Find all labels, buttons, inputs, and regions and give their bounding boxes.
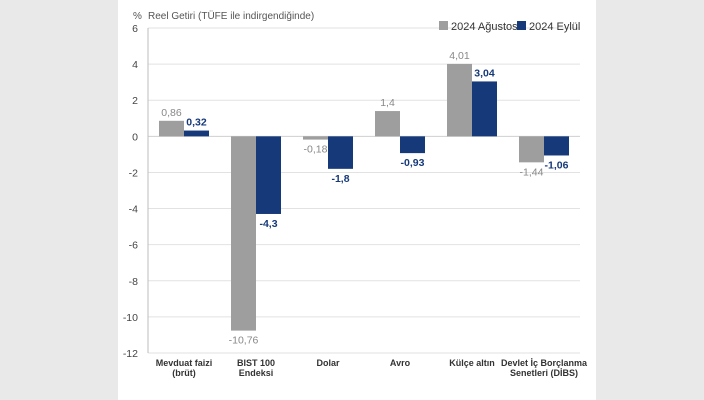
y-axis-label: Reel Getiri (TÜFE ile indirgendiğinde) bbox=[148, 10, 314, 22]
data-label: -1,06 bbox=[545, 159, 569, 171]
y-axis-unit: % bbox=[133, 11, 142, 22]
y-tick-label: -2 bbox=[129, 167, 138, 179]
category-label: Senetleri (DİBS) bbox=[510, 368, 578, 378]
y-tick-label: -12 bbox=[123, 348, 138, 360]
legend: 2024 Ağustos 2024 Eylül bbox=[439, 21, 580, 33]
legend-swatch bbox=[517, 21, 526, 30]
bar bbox=[375, 111, 400, 137]
bar bbox=[400, 136, 425, 154]
y-tick-label: -10 bbox=[123, 312, 138, 324]
data-label: 1,4 bbox=[380, 97, 395, 109]
data-label: -0,93 bbox=[401, 157, 425, 169]
bar bbox=[159, 120, 184, 137]
bar bbox=[447, 63, 472, 137]
category-label: Külçe altın bbox=[449, 358, 495, 368]
bar bbox=[472, 81, 497, 137]
data-label: -1,8 bbox=[331, 173, 349, 185]
data-label: 0,86 bbox=[161, 107, 182, 119]
data-label: -10,76 bbox=[229, 335, 259, 347]
data-label: -1,44 bbox=[520, 166, 544, 178]
bar bbox=[231, 136, 256, 331]
bar bbox=[328, 136, 353, 169]
bar bbox=[303, 136, 328, 140]
y-tick-label: -8 bbox=[129, 276, 138, 288]
y-tick-label: 6 bbox=[132, 23, 138, 35]
y-axis-ticks: 6 4 2 0 -2 -4 -6 -8 -10 -12 bbox=[123, 23, 138, 360]
data-label: 0,32 bbox=[186, 117, 207, 129]
y-tick-label: -4 bbox=[129, 204, 138, 216]
category-label: BIST 100 bbox=[237, 358, 275, 368]
legend-label: 2024 Eylül bbox=[529, 21, 580, 33]
data-label: -4,3 bbox=[259, 218, 277, 230]
y-tick-label: 4 bbox=[132, 59, 138, 71]
category-label: Avro bbox=[390, 358, 411, 368]
data-label: -0,18 bbox=[304, 144, 328, 156]
y-tick-label: -6 bbox=[129, 240, 138, 252]
category-label: Devlet İç Borçlanma bbox=[501, 358, 588, 368]
data-label: 4,01 bbox=[449, 50, 470, 62]
gridlines bbox=[147, 27, 580, 354]
chart-panel bbox=[118, 0, 596, 400]
category-label: (brüt) bbox=[172, 368, 196, 378]
category-label: Mevduat faizi bbox=[156, 358, 213, 368]
y-tick-label: 0 bbox=[132, 131, 138, 143]
legend-swatch bbox=[439, 21, 448, 30]
bar bbox=[544, 136, 569, 156]
bar bbox=[519, 136, 544, 163]
y-tick-label: 2 bbox=[132, 95, 138, 107]
bar bbox=[256, 136, 281, 214]
category-label: Dolar bbox=[316, 358, 340, 368]
category-label: Endeksi bbox=[239, 368, 274, 378]
data-label: 3,04 bbox=[474, 67, 495, 79]
bars bbox=[159, 63, 569, 331]
legend-label: 2024 Ağustos bbox=[451, 21, 518, 33]
bar bbox=[184, 130, 209, 137]
data-labels: 0,86 -10,76 -0,18 1,4 4,01 -1,44 0,32 -4,3 -1,8 -… bbox=[161, 50, 568, 347]
